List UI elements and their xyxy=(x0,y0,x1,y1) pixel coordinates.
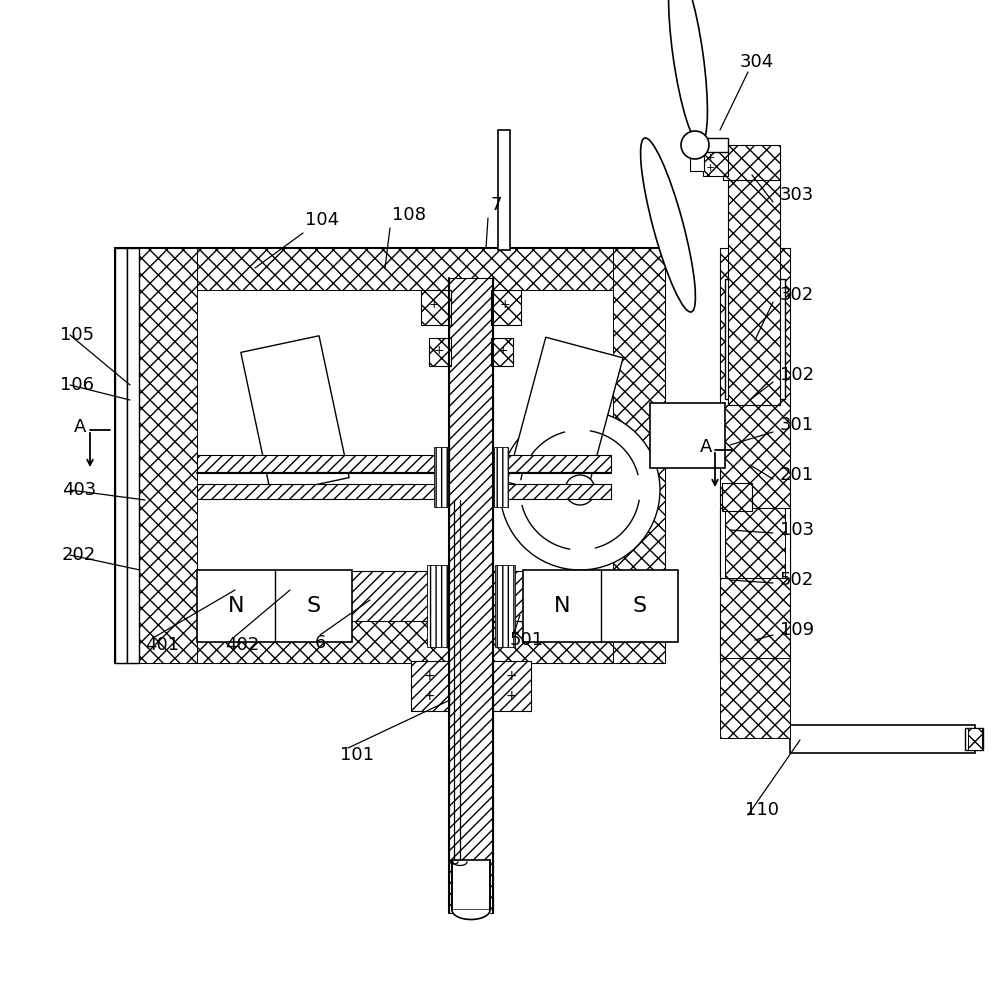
Ellipse shape xyxy=(669,0,707,144)
Text: S: S xyxy=(306,596,320,616)
Text: 106: 106 xyxy=(60,376,94,394)
Text: +: + xyxy=(423,689,435,703)
Bar xyxy=(725,279,785,399)
Bar xyxy=(115,248,127,663)
Bar xyxy=(613,248,665,663)
Bar xyxy=(690,153,704,171)
Text: +: + xyxy=(429,298,439,312)
Bar xyxy=(650,403,725,468)
Bar xyxy=(427,565,447,647)
Bar xyxy=(728,165,780,405)
Bar xyxy=(115,248,197,663)
Text: +: + xyxy=(423,669,435,683)
Text: 301: 301 xyxy=(780,416,814,434)
Bar xyxy=(495,455,611,472)
Text: 501: 501 xyxy=(510,631,544,649)
Bar xyxy=(197,484,447,499)
Bar xyxy=(725,508,785,578)
Text: 108: 108 xyxy=(392,206,426,224)
Bar xyxy=(429,338,451,366)
Bar xyxy=(411,661,449,711)
Text: 401: 401 xyxy=(145,636,179,654)
Text: A: A xyxy=(700,438,712,456)
Bar xyxy=(115,621,665,663)
Bar xyxy=(720,658,790,738)
Bar xyxy=(494,447,508,507)
Bar xyxy=(115,248,665,663)
Bar xyxy=(449,278,493,913)
Text: 302: 302 xyxy=(780,286,814,304)
Bar xyxy=(197,570,352,642)
Text: 403: 403 xyxy=(62,481,96,499)
Bar xyxy=(723,145,780,180)
Text: 110: 110 xyxy=(745,801,779,819)
Polygon shape xyxy=(241,336,349,494)
Text: +: + xyxy=(705,163,715,173)
Text: 105: 105 xyxy=(60,326,94,344)
Circle shape xyxy=(500,410,660,570)
Bar xyxy=(495,565,515,647)
Bar xyxy=(421,290,451,325)
Text: 201: 201 xyxy=(780,466,814,484)
Text: N: N xyxy=(228,596,244,616)
Text: 109: 109 xyxy=(780,621,814,639)
Text: 202: 202 xyxy=(62,546,96,564)
Bar xyxy=(495,484,611,499)
Bar xyxy=(197,571,613,621)
Bar xyxy=(692,138,728,152)
Text: +: + xyxy=(500,298,510,312)
Bar xyxy=(434,447,448,507)
Text: +: + xyxy=(505,669,517,683)
Text: 502: 502 xyxy=(780,571,814,589)
Bar xyxy=(498,130,510,250)
Bar xyxy=(197,455,447,472)
Text: 304: 304 xyxy=(740,53,774,71)
Polygon shape xyxy=(507,338,623,503)
Bar xyxy=(115,248,665,290)
Text: 104: 104 xyxy=(305,211,339,229)
Text: +: + xyxy=(505,689,517,703)
Bar xyxy=(491,338,513,366)
Text: 303: 303 xyxy=(780,186,814,204)
Text: S: S xyxy=(632,596,646,616)
Text: A: A xyxy=(74,418,86,436)
Bar xyxy=(127,248,139,663)
Text: 402: 402 xyxy=(225,636,259,654)
Bar xyxy=(720,508,790,578)
Bar xyxy=(493,661,531,711)
Bar xyxy=(452,860,490,910)
Text: 101: 101 xyxy=(340,746,374,764)
Text: N: N xyxy=(554,596,570,616)
Text: +: + xyxy=(705,153,715,163)
Text: 102: 102 xyxy=(780,366,814,384)
Text: 6: 6 xyxy=(315,634,326,652)
Circle shape xyxy=(681,131,709,159)
Bar xyxy=(703,148,728,176)
Bar xyxy=(965,728,983,750)
Text: +: + xyxy=(498,344,508,357)
Circle shape xyxy=(565,475,595,505)
Bar xyxy=(790,725,975,753)
Text: +: + xyxy=(434,344,444,357)
Text: 7: 7 xyxy=(490,196,502,214)
Bar xyxy=(491,290,521,325)
Bar xyxy=(968,728,982,750)
Bar xyxy=(523,570,678,642)
Text: 103: 103 xyxy=(780,521,814,539)
Bar xyxy=(722,483,752,511)
Bar xyxy=(720,248,790,663)
Ellipse shape xyxy=(641,138,695,312)
